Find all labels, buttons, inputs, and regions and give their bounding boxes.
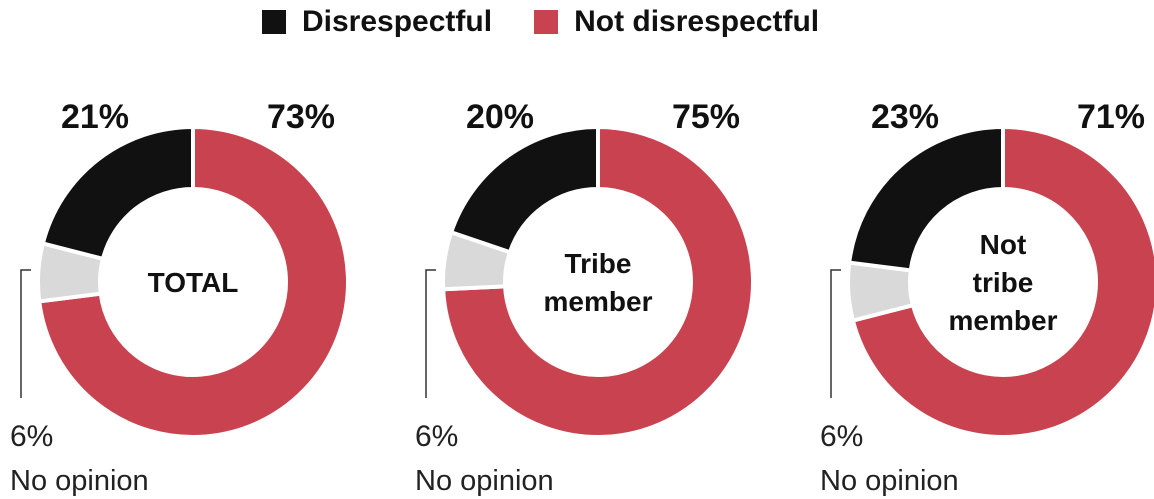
legend-swatch-disrespectful <box>262 10 286 34</box>
data-label-disrespectful: 23% <box>871 98 939 136</box>
data-label-not-disrespectful: 71% <box>1077 98 1145 136</box>
center-label: member <box>544 286 653 317</box>
data-label-no-opinion: 6% <box>415 420 458 453</box>
legend-swatch-not-disrespectful <box>534 10 559 34</box>
slice-disrespectful <box>846 124 1005 273</box>
slice-disrespectful <box>448 124 600 255</box>
slice-not-disrespectful <box>850 124 1154 439</box>
slice-disrespectful <box>40 124 195 262</box>
donut-not-tribe-member: 23% 71% Not tribe member 6% No opinion <box>820 98 1154 497</box>
data-label-disrespectful: 21% <box>61 98 129 136</box>
legend-label-not-disrespectful: Not disrespectful <box>574 5 820 38</box>
center-label: Tribe <box>565 248 632 279</box>
no-opinion-leader-line <box>830 269 841 398</box>
data-label-disrespectful: 20% <box>466 98 534 136</box>
data-label-not-disrespectful: 75% <box>672 98 740 136</box>
data-label-no-opinion: 6% <box>10 420 53 453</box>
data-label-no-opinion: 6% <box>820 420 863 453</box>
slice-not-disrespectful <box>36 124 350 439</box>
no-opinion-label: No opinion <box>415 465 554 497</box>
data-label-not-disrespectful: 73% <box>267 98 335 136</box>
donut-total: 21% 73% TOTAL 6% No opinion <box>10 98 350 497</box>
legend-label-disrespectful: Disrespectful <box>302 5 493 38</box>
donut-tribe-member: 20% 75% Tribe member 6% No opinion <box>415 98 755 497</box>
legend: Disrespectful Not disrespectful <box>262 2 861 42</box>
center-label: TOTAL <box>148 267 239 298</box>
no-opinion-label: No opinion <box>820 465 959 497</box>
center-label: Not <box>980 229 1027 260</box>
center-label: member <box>949 305 1058 336</box>
legend-item-disrespectful: Disrespectful <box>262 5 492 39</box>
slice-not-disrespectful <box>441 124 755 439</box>
legend-item-not-disrespectful: Not disrespectful <box>534 5 819 39</box>
no-opinion-label: No opinion <box>10 465 149 497</box>
no-opinion-leader-line <box>20 269 31 398</box>
center-label: tribe <box>973 267 1034 298</box>
no-opinion-leader-line <box>425 269 436 398</box>
